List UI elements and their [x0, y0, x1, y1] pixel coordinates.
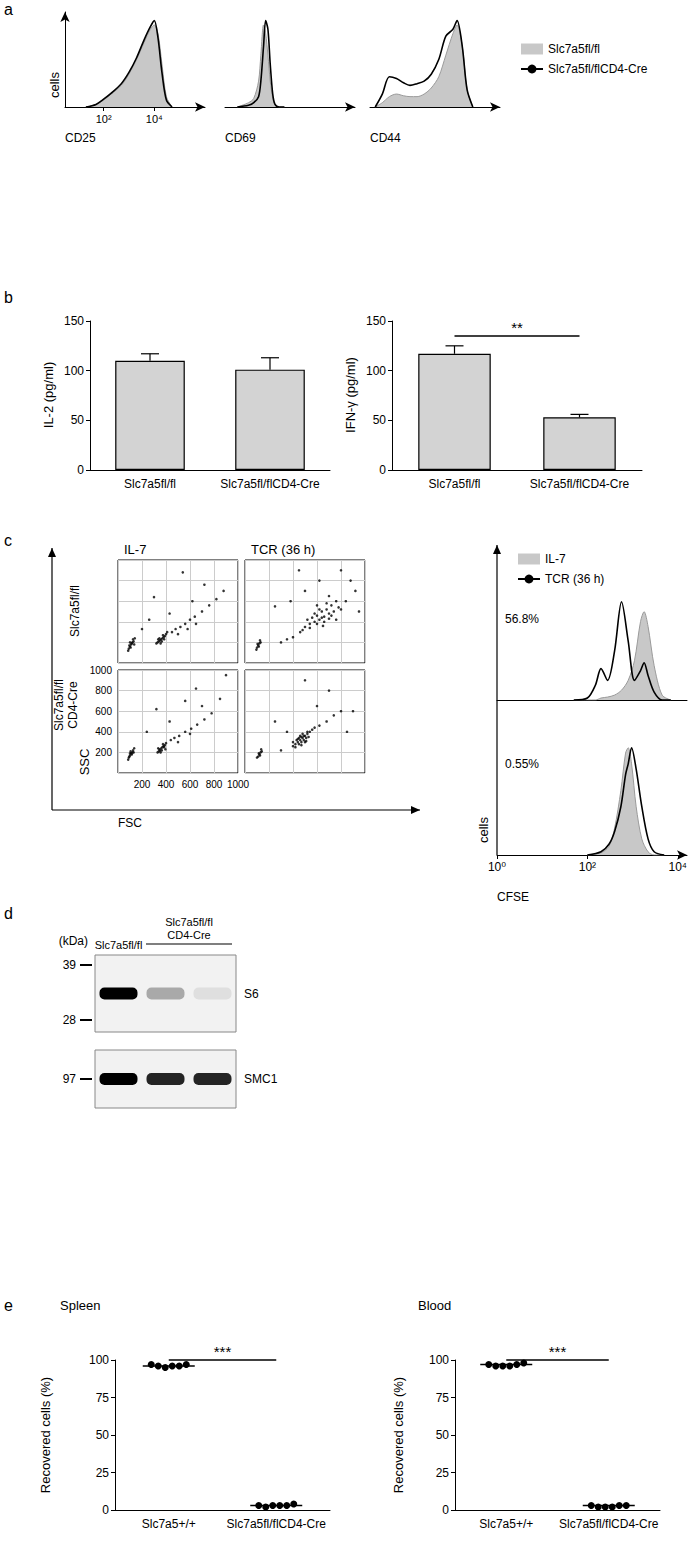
svg-text:100: 100	[89, 1353, 109, 1367]
svg-text:SSC: SSC	[77, 749, 92, 776]
svg-text:CD25: CD25	[65, 131, 96, 145]
svg-text:97: 97	[63, 1072, 77, 1086]
svg-text:800: 800	[206, 779, 223, 790]
svg-text:e: e	[4, 1297, 13, 1314]
svg-text:Slc7a5+/+: Slc7a5+/+	[142, 1517, 196, 1531]
svg-text:39: 39	[63, 958, 77, 972]
svg-text:SMC1: SMC1	[244, 1072, 278, 1086]
svg-text:Slc7a5fl/flCD4-Cre: Slc7a5fl/flCD4-Cre	[227, 1517, 327, 1531]
svg-text:***: ***	[549, 1343, 567, 1360]
svg-text:400: 400	[158, 779, 175, 790]
svg-text:0: 0	[77, 463, 84, 477]
svg-text:Recovered cells (%): Recovered cells (%)	[38, 1377, 53, 1493]
svg-text:IL-2 (pg/ml): IL-2 (pg/ml)	[41, 362, 56, 428]
svg-text:Blood: Blood	[418, 1298, 451, 1313]
svg-text:Slc7a5fl/flCD4-Cre: Slc7a5fl/flCD4-Cre	[559, 1517, 659, 1531]
svg-text:25: 25	[96, 1466, 110, 1480]
svg-text:d: d	[4, 905, 13, 922]
svg-text:***: ***	[214, 1343, 232, 1360]
svg-text:50: 50	[71, 413, 85, 427]
svg-text:100: 100	[429, 1353, 449, 1367]
svg-text:10⁴: 10⁴	[146, 113, 163, 125]
svg-text:CD44: CD44	[370, 131, 401, 145]
svg-text:400: 400	[95, 726, 112, 737]
svg-text:TCR (36 h): TCR (36 h)	[251, 542, 315, 557]
svg-text:28: 28	[63, 1013, 77, 1027]
svg-text:Slc7a5fl/flCD4-Cre: Slc7a5fl/flCD4-Cre	[530, 477, 630, 491]
svg-text:800: 800	[95, 685, 112, 696]
svg-text:50: 50	[436, 1428, 450, 1442]
svg-text:0.55%: 0.55%	[505, 757, 539, 771]
svg-text:IFN-γ (pg/ml): IFN-γ (pg/ml)	[343, 357, 358, 433]
svg-text:Slc7a5+/+: Slc7a5+/+	[479, 1517, 533, 1531]
svg-text:b: b	[4, 289, 13, 306]
svg-text:CD69: CD69	[225, 131, 256, 145]
svg-text:600: 600	[95, 706, 112, 717]
svg-text:75: 75	[96, 1391, 110, 1405]
svg-text:Slc7a5fl/fl: Slc7a5fl/fl	[95, 939, 143, 951]
svg-text:1000: 1000	[90, 665, 113, 676]
svg-text:CD4-Cre: CD4-Cre	[66, 681, 80, 729]
svg-text:100: 100	[366, 364, 386, 378]
svg-text:Slc7a5fl/fl: Slc7a5fl/fl	[52, 679, 66, 731]
svg-text:Slc7a5fl/flCD4-Cre: Slc7a5fl/flCD4-Cre	[548, 62, 648, 76]
svg-text:Slc7a5fl/flCD4-Cre: Slc7a5fl/flCD4-Cre	[220, 477, 320, 491]
svg-text:a: a	[4, 1, 13, 18]
svg-text:c: c	[4, 532, 12, 549]
svg-text:CD4-Cre: CD4-Cre	[167, 929, 210, 941]
svg-text:Slc7a5fl/fl: Slc7a5fl/fl	[165, 916, 213, 928]
svg-text:150: 150	[366, 314, 386, 328]
svg-text:56.8%: 56.8%	[505, 612, 539, 626]
svg-text:Slc7a5fl/fl: Slc7a5fl/fl	[548, 42, 600, 56]
svg-text:600: 600	[182, 779, 199, 790]
svg-text:10⁴: 10⁴	[669, 860, 688, 874]
svg-text:0: 0	[102, 1503, 109, 1517]
svg-text:IL-7: IL-7	[124, 542, 146, 557]
svg-text:IL-7: IL-7	[545, 552, 566, 566]
svg-text:(kDa): (kDa)	[59, 934, 88, 948]
svg-text:Spleen: Spleen	[60, 1298, 100, 1313]
svg-text:100: 100	[64, 364, 84, 378]
svg-text:cells: cells	[47, 72, 62, 99]
svg-text:0: 0	[442, 1503, 449, 1517]
svg-text:200: 200	[95, 747, 112, 758]
svg-text:10²: 10²	[96, 113, 112, 125]
svg-text:10²: 10²	[579, 860, 596, 874]
svg-text:200: 200	[134, 779, 151, 790]
svg-text:TCR (36 h): TCR (36 h)	[545, 572, 604, 586]
svg-text:75: 75	[436, 1391, 450, 1405]
svg-text:50: 50	[96, 1428, 110, 1442]
svg-text:0: 0	[379, 463, 386, 477]
svg-text:Recovered cells (%): Recovered cells (%)	[391, 1377, 406, 1493]
svg-text:1000: 1000	[227, 779, 250, 790]
svg-text:50: 50	[373, 413, 387, 427]
svg-text:S6: S6	[244, 987, 259, 1001]
svg-text:Slc7a5fl/fl: Slc7a5fl/fl	[124, 477, 176, 491]
svg-text:CFSE: CFSE	[497, 890, 529, 904]
svg-text:25: 25	[436, 1466, 450, 1480]
svg-text:**: **	[511, 319, 523, 336]
svg-text:FSC: FSC	[118, 816, 142, 830]
svg-text:Slc7a5fl/fl: Slc7a5fl/fl	[68, 585, 82, 637]
svg-text:Slc7a5fl/fl: Slc7a5fl/fl	[428, 477, 480, 491]
svg-text:cells: cells	[476, 817, 491, 844]
svg-text:10⁰: 10⁰	[488, 860, 506, 874]
svg-text:150: 150	[64, 314, 84, 328]
